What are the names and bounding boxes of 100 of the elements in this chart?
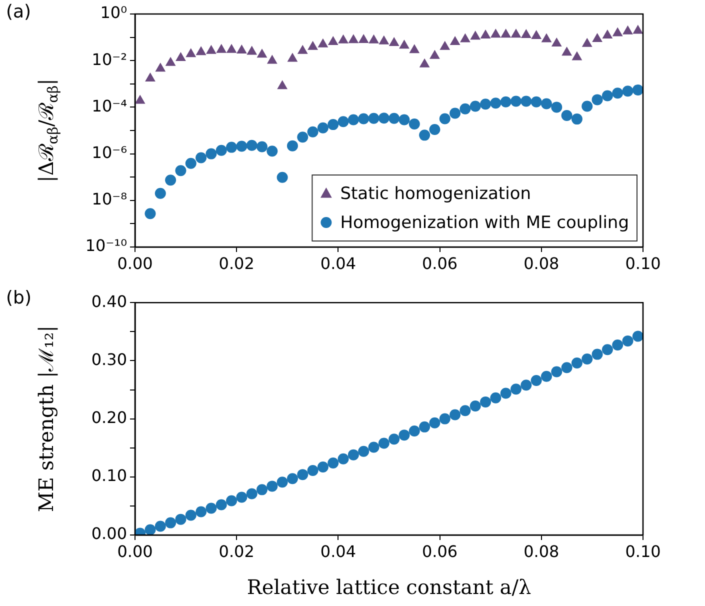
point — [530, 374, 542, 386]
point — [246, 488, 258, 500]
text: (a) — [6, 2, 32, 23]
point — [520, 29, 532, 38]
point — [430, 50, 440, 59]
point — [408, 118, 420, 130]
point — [185, 158, 196, 169]
point — [419, 58, 430, 68]
point — [388, 434, 400, 445]
point — [460, 103, 471, 114]
point — [500, 28, 512, 38]
point — [399, 40, 410, 49]
point — [398, 430, 410, 441]
point — [582, 353, 593, 364]
point — [165, 174, 176, 186]
point — [551, 38, 562, 47]
point — [186, 48, 196, 58]
point — [348, 114, 359, 126]
x-tick-label: 0.00 — [117, 542, 153, 561]
point — [632, 330, 643, 342]
point — [277, 80, 288, 90]
point — [216, 499, 227, 510]
point — [612, 27, 623, 36]
point — [338, 453, 349, 464]
x-tick-label: 0.02 — [218, 542, 254, 561]
point — [419, 421, 430, 432]
legend-label: Homogenization with ME coupling — [340, 212, 630, 233]
y-tick-label: 10⁻¹⁰ — [85, 236, 127, 256]
point — [155, 62, 166, 72]
point — [144, 524, 156, 535]
x-tick-label: 0.10 — [625, 542, 661, 561]
point — [145, 72, 156, 82]
point — [286, 140, 298, 152]
point — [540, 370, 552, 382]
point — [256, 484, 268, 496]
point — [602, 344, 613, 356]
point — [612, 88, 624, 99]
point — [378, 112, 390, 124]
x-tick-label: 0.02 — [218, 254, 254, 273]
x-tick-label: 0.04 — [320, 542, 356, 561]
point — [470, 100, 481, 112]
point — [338, 34, 348, 44]
point — [582, 38, 592, 47]
point — [378, 35, 390, 44]
point — [602, 90, 613, 102]
point — [572, 51, 582, 60]
text: (b) — [6, 288, 32, 309]
point — [592, 32, 602, 42]
point — [592, 94, 603, 106]
point — [196, 152, 207, 164]
point — [307, 465, 318, 476]
point — [317, 122, 328, 134]
point — [561, 110, 572, 122]
point — [135, 94, 146, 104]
y-tick-label: 0.10 — [91, 466, 127, 486]
point — [429, 417, 440, 428]
point — [358, 113, 370, 124]
point — [531, 30, 542, 39]
point — [328, 36, 338, 45]
point — [206, 148, 217, 160]
point — [226, 44, 237, 53]
point — [368, 442, 380, 453]
point — [165, 56, 176, 66]
point — [266, 146, 278, 157]
point — [592, 348, 603, 360]
point — [450, 108, 461, 119]
point — [144, 208, 156, 220]
point — [266, 480, 278, 492]
point — [551, 102, 562, 113]
point — [510, 96, 522, 107]
point — [176, 52, 186, 61]
point — [408, 426, 420, 436]
point — [561, 362, 572, 374]
y-axis-title: |Δℛαβ/ℛαβ| — [34, 78, 62, 182]
point — [398, 114, 410, 126]
point — [348, 34, 359, 44]
point — [409, 44, 420, 54]
point — [368, 112, 380, 124]
x-tick-label: 0.04 — [320, 254, 356, 273]
point — [622, 86, 634, 97]
point — [358, 446, 370, 457]
y-tick-label: 0.30 — [91, 350, 127, 369]
point — [297, 469, 308, 480]
point — [216, 44, 227, 53]
y-tick-label: 0.40 — [91, 292, 127, 311]
point — [175, 514, 186, 525]
point — [490, 28, 501, 38]
point — [317, 462, 328, 473]
point — [439, 413, 450, 424]
point — [470, 30, 481, 40]
point — [206, 44, 216, 54]
point — [196, 506, 207, 518]
point — [460, 405, 471, 416]
point — [276, 476, 288, 488]
point — [308, 40, 318, 50]
point — [632, 84, 643, 96]
point — [612, 340, 624, 351]
legend-label: Static homogenization — [340, 184, 532, 204]
point — [510, 384, 522, 395]
point — [226, 495, 238, 506]
